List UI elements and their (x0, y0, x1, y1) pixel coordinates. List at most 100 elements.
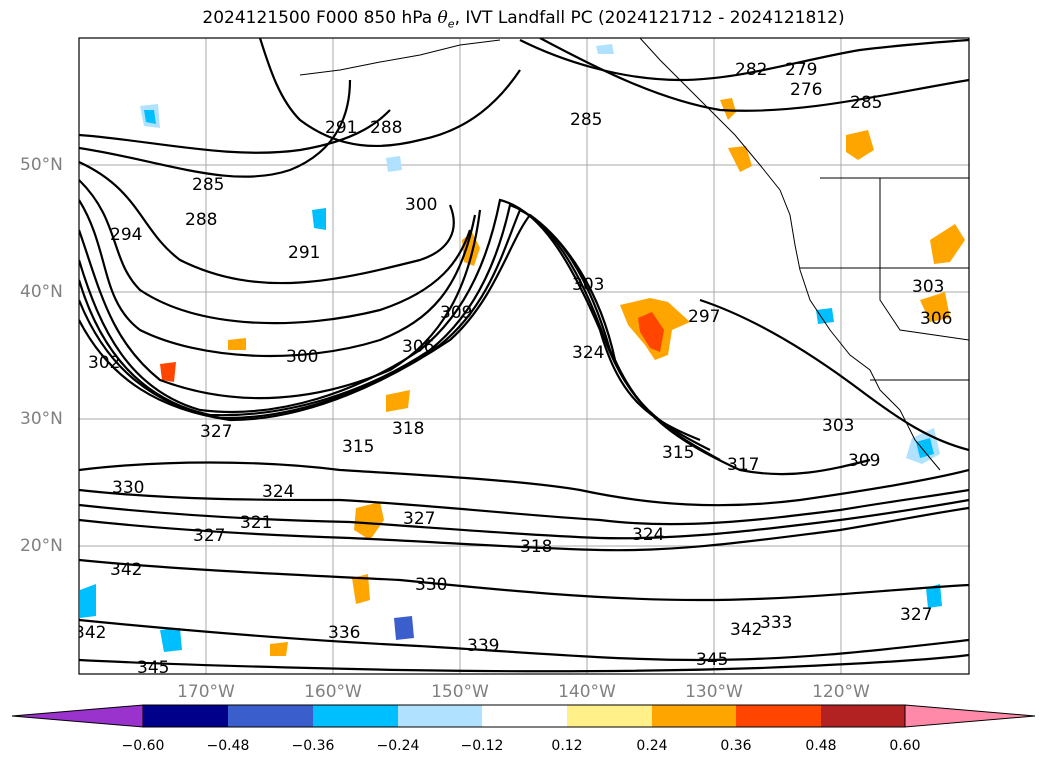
anomaly-blob (846, 130, 874, 160)
contour-label: 282 (735, 60, 767, 80)
colorbar-segment (313, 705, 398, 727)
lat-label: 40°N (20, 282, 63, 302)
contour-label: 342 (730, 620, 762, 640)
anomaly-blob (386, 156, 402, 172)
anomaly-blob (720, 98, 736, 120)
map-content: 282 279 276 285 291 288 285 288 294 300 … (74, 38, 969, 678)
contour-label: 327 (193, 526, 225, 546)
contour-label: 285 (570, 110, 602, 130)
map-frame (78, 37, 970, 675)
colorbar-segment (567, 705, 652, 727)
colorbar-segment (736, 705, 821, 727)
contour-labels: 282 279 276 285 291 288 285 288 294 300 … (74, 60, 952, 678)
anomaly-blob (930, 224, 965, 264)
contour-label: 302 (88, 353, 120, 373)
map-background (79, 38, 969, 674)
colorbar-frame (142, 704, 906, 728)
anomaly-blob (596, 44, 614, 54)
anomaly-blob (926, 584, 942, 608)
contour-label: 317 (727, 455, 759, 475)
contour-label: 309 (440, 303, 472, 323)
contour-label: 285 (850, 93, 882, 113)
colorbar-segment (821, 705, 905, 727)
colorbar-under-arrow (11, 704, 144, 728)
lon-label: 140°W (558, 682, 616, 702)
anomaly-blob (916, 438, 934, 458)
colorbar-tick: 0.12 (551, 738, 583, 754)
anomaly-blob (394, 616, 414, 640)
lon-label: 130°W (685, 682, 743, 702)
contour-label: 291 (325, 118, 357, 138)
anomaly-blob (816, 308, 834, 324)
colorbar-tick: 0.36 (720, 738, 752, 754)
contour-label: 288 (185, 210, 217, 230)
contour-label: 300 (286, 347, 318, 367)
anomaly-blob (144, 110, 156, 124)
contour-label: 336 (328, 623, 360, 643)
anomaly-blob (312, 208, 326, 230)
contour-label: 288 (370, 118, 402, 138)
lon-label: 120°W (812, 682, 870, 702)
colorbar-tick: −0.60 (121, 738, 165, 754)
theta-e-contours (79, 38, 969, 673)
anomaly-blob (354, 502, 384, 540)
anomaly-blob (638, 312, 664, 352)
contour-label: 345 (696, 650, 728, 670)
contour-label: 303 (572, 275, 604, 295)
lon-label: 170°W (177, 682, 235, 702)
filled-anomalies (80, 44, 965, 656)
contour-label: 330 (112, 478, 144, 498)
colorbar-segment (228, 705, 313, 727)
lon-label: 160°W (304, 682, 362, 702)
contour-label: 321 (240, 513, 272, 533)
anomaly-blob (728, 146, 752, 172)
contour-label: 330 (415, 575, 447, 595)
colorbar-segment (482, 705, 567, 727)
colorbar (11, 704, 1036, 728)
lat-label: 30°N (20, 409, 63, 429)
colorbar-segment (398, 705, 482, 727)
contour-label: 315 (342, 437, 374, 457)
contour-label: 291 (288, 243, 320, 263)
contour-label: 333 (760, 613, 792, 633)
contour-label: 297 (688, 307, 720, 327)
contour-label: 309 (848, 451, 880, 471)
anomaly-blob (386, 390, 410, 412)
lat-label: 50°N (20, 155, 63, 175)
colorbar-tick: −0.36 (291, 738, 335, 754)
anomaly-blob (80, 584, 96, 618)
anomaly-blob (160, 362, 176, 382)
contour-label: 276 (790, 80, 822, 100)
contour-label: 327 (403, 509, 435, 529)
colorbar-tick: −0.24 (376, 738, 420, 754)
contour-label: 303 (912, 277, 944, 297)
contour-label: 318 (520, 537, 552, 557)
colorbar-tick: −0.48 (206, 738, 250, 754)
anomaly-blob (160, 628, 182, 652)
lon-label: 150°W (431, 682, 489, 702)
contour-label: 306 (920, 309, 952, 329)
contour-label: 345 (137, 658, 169, 678)
contour-label: 324 (632, 525, 664, 545)
contour-label: 324 (262, 482, 294, 502)
contour-label: 342 (110, 560, 142, 580)
contour-label: 279 (785, 60, 817, 80)
anomaly-blob (352, 574, 370, 604)
colorbar-tick: 0.60 (889, 738, 921, 754)
contour-label: 285 (192, 175, 224, 195)
colorbar-tick: 0.24 (636, 738, 668, 754)
colorbar-tick: 0.48 (805, 738, 837, 754)
contour-label: 315 (662, 443, 694, 463)
contour-label: 324 (572, 343, 604, 363)
contour-label: 342 (74, 623, 106, 643)
contour-label: 306 (402, 337, 434, 357)
anomaly-blob (270, 642, 288, 656)
contour-label: 318 (392, 419, 424, 439)
lat-label: 20°N (20, 536, 63, 556)
contour-label: 303 (822, 416, 854, 436)
contour-label: 327 (200, 422, 232, 442)
colorbar-over-arrow (904, 704, 1036, 728)
anomaly-blob (920, 292, 950, 322)
colorbar-segment (652, 705, 736, 727)
